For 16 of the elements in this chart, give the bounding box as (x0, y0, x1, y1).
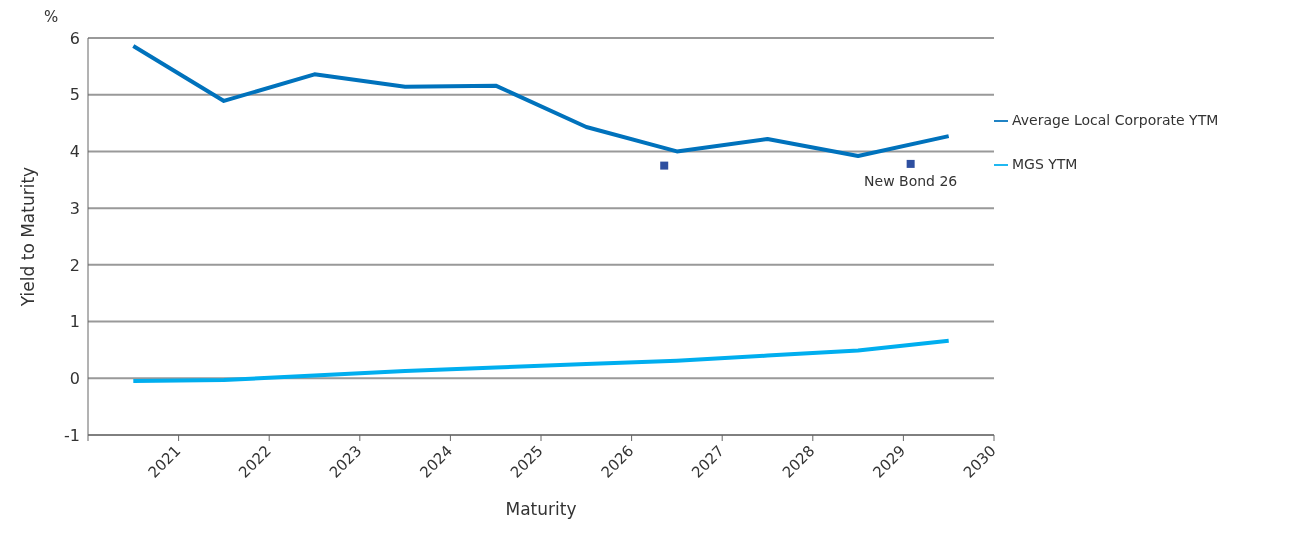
y-tick-label: 1 (69, 312, 80, 332)
line-series (131, 43, 951, 158)
y-tick-label: -1 (64, 425, 80, 445)
y-tick-label: 0 (69, 368, 80, 388)
x-axis-title: Maturity (505, 499, 577, 519)
line-series (131, 338, 951, 384)
legend-label: MGS YTM (1012, 156, 1078, 172)
y-axis-title: Yield to Maturity (18, 166, 39, 308)
y-tick-label: 5 (69, 85, 80, 105)
legend-label: Average Local Corporate YTM (1012, 112, 1219, 128)
y-tick-label: 3 (69, 198, 80, 218)
y-tick-label: 2 (69, 255, 80, 275)
annotation: New Bond 26 (864, 172, 958, 189)
text: % (44, 8, 59, 26)
y-tick-label: 4 (69, 142, 80, 162)
y-tick-label: 6 (69, 28, 80, 48)
